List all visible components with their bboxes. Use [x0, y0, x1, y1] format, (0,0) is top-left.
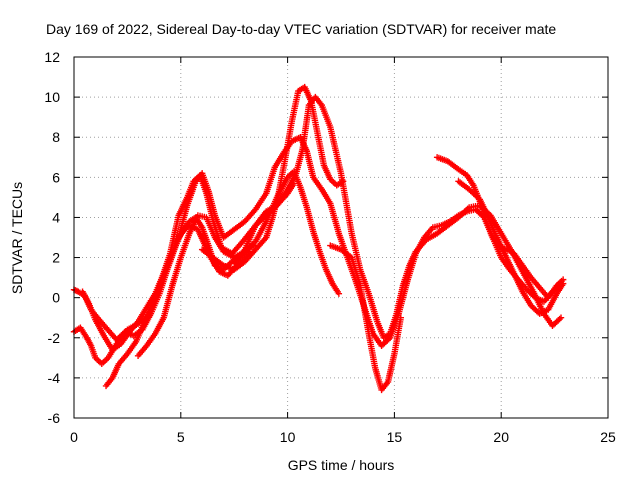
data-point [335, 290, 343, 297]
series-track-5 [134, 168, 343, 360]
y-tick-label: 10 [44, 89, 60, 105]
y-tick-label: -4 [48, 370, 61, 386]
data-points [70, 83, 567, 394]
data-point [556, 315, 563, 323]
x-tick-label: 20 [493, 429, 509, 445]
y-tick-label: 12 [44, 49, 60, 65]
x-tick-label: 25 [600, 429, 616, 445]
y-tick-label: 2 [52, 250, 60, 266]
axis-ticks: 0 5 10 15 20 25 -6 -4 -2 0 2 4 6 8 10 12 [44, 49, 616, 445]
series-track-6 [198, 83, 347, 273]
series-track-3 [79, 222, 253, 354]
y-tick-label: 4 [52, 209, 60, 225]
x-tick-label: 15 [387, 429, 403, 445]
plot-frame [73, 56, 609, 419]
y-axis-label: SDTVAR / TECUs [9, 182, 25, 294]
series-track-4 [102, 134, 565, 390]
y-tick-label: 0 [52, 290, 60, 306]
chart-title: Day 169 of 2022, Sidereal Day-to-day VTE… [46, 21, 556, 37]
y-tick-label: -6 [48, 410, 61, 426]
y-tick-label: -2 [48, 330, 61, 346]
data-point [559, 280, 567, 287]
x-tick-label: 10 [280, 429, 296, 445]
y-tick-label: 8 [52, 129, 60, 145]
x-tick-label: 5 [177, 429, 185, 445]
data-point [397, 314, 405, 321]
series-track-8 [327, 242, 405, 394]
series-track-7 [231, 93, 565, 341]
y-tick-label: 6 [52, 169, 60, 185]
x-tick-label: 0 [70, 429, 78, 445]
data-point [557, 314, 565, 321]
x-axis-label: GPS time / hours [288, 457, 395, 473]
series-track-10 [455, 178, 567, 317]
